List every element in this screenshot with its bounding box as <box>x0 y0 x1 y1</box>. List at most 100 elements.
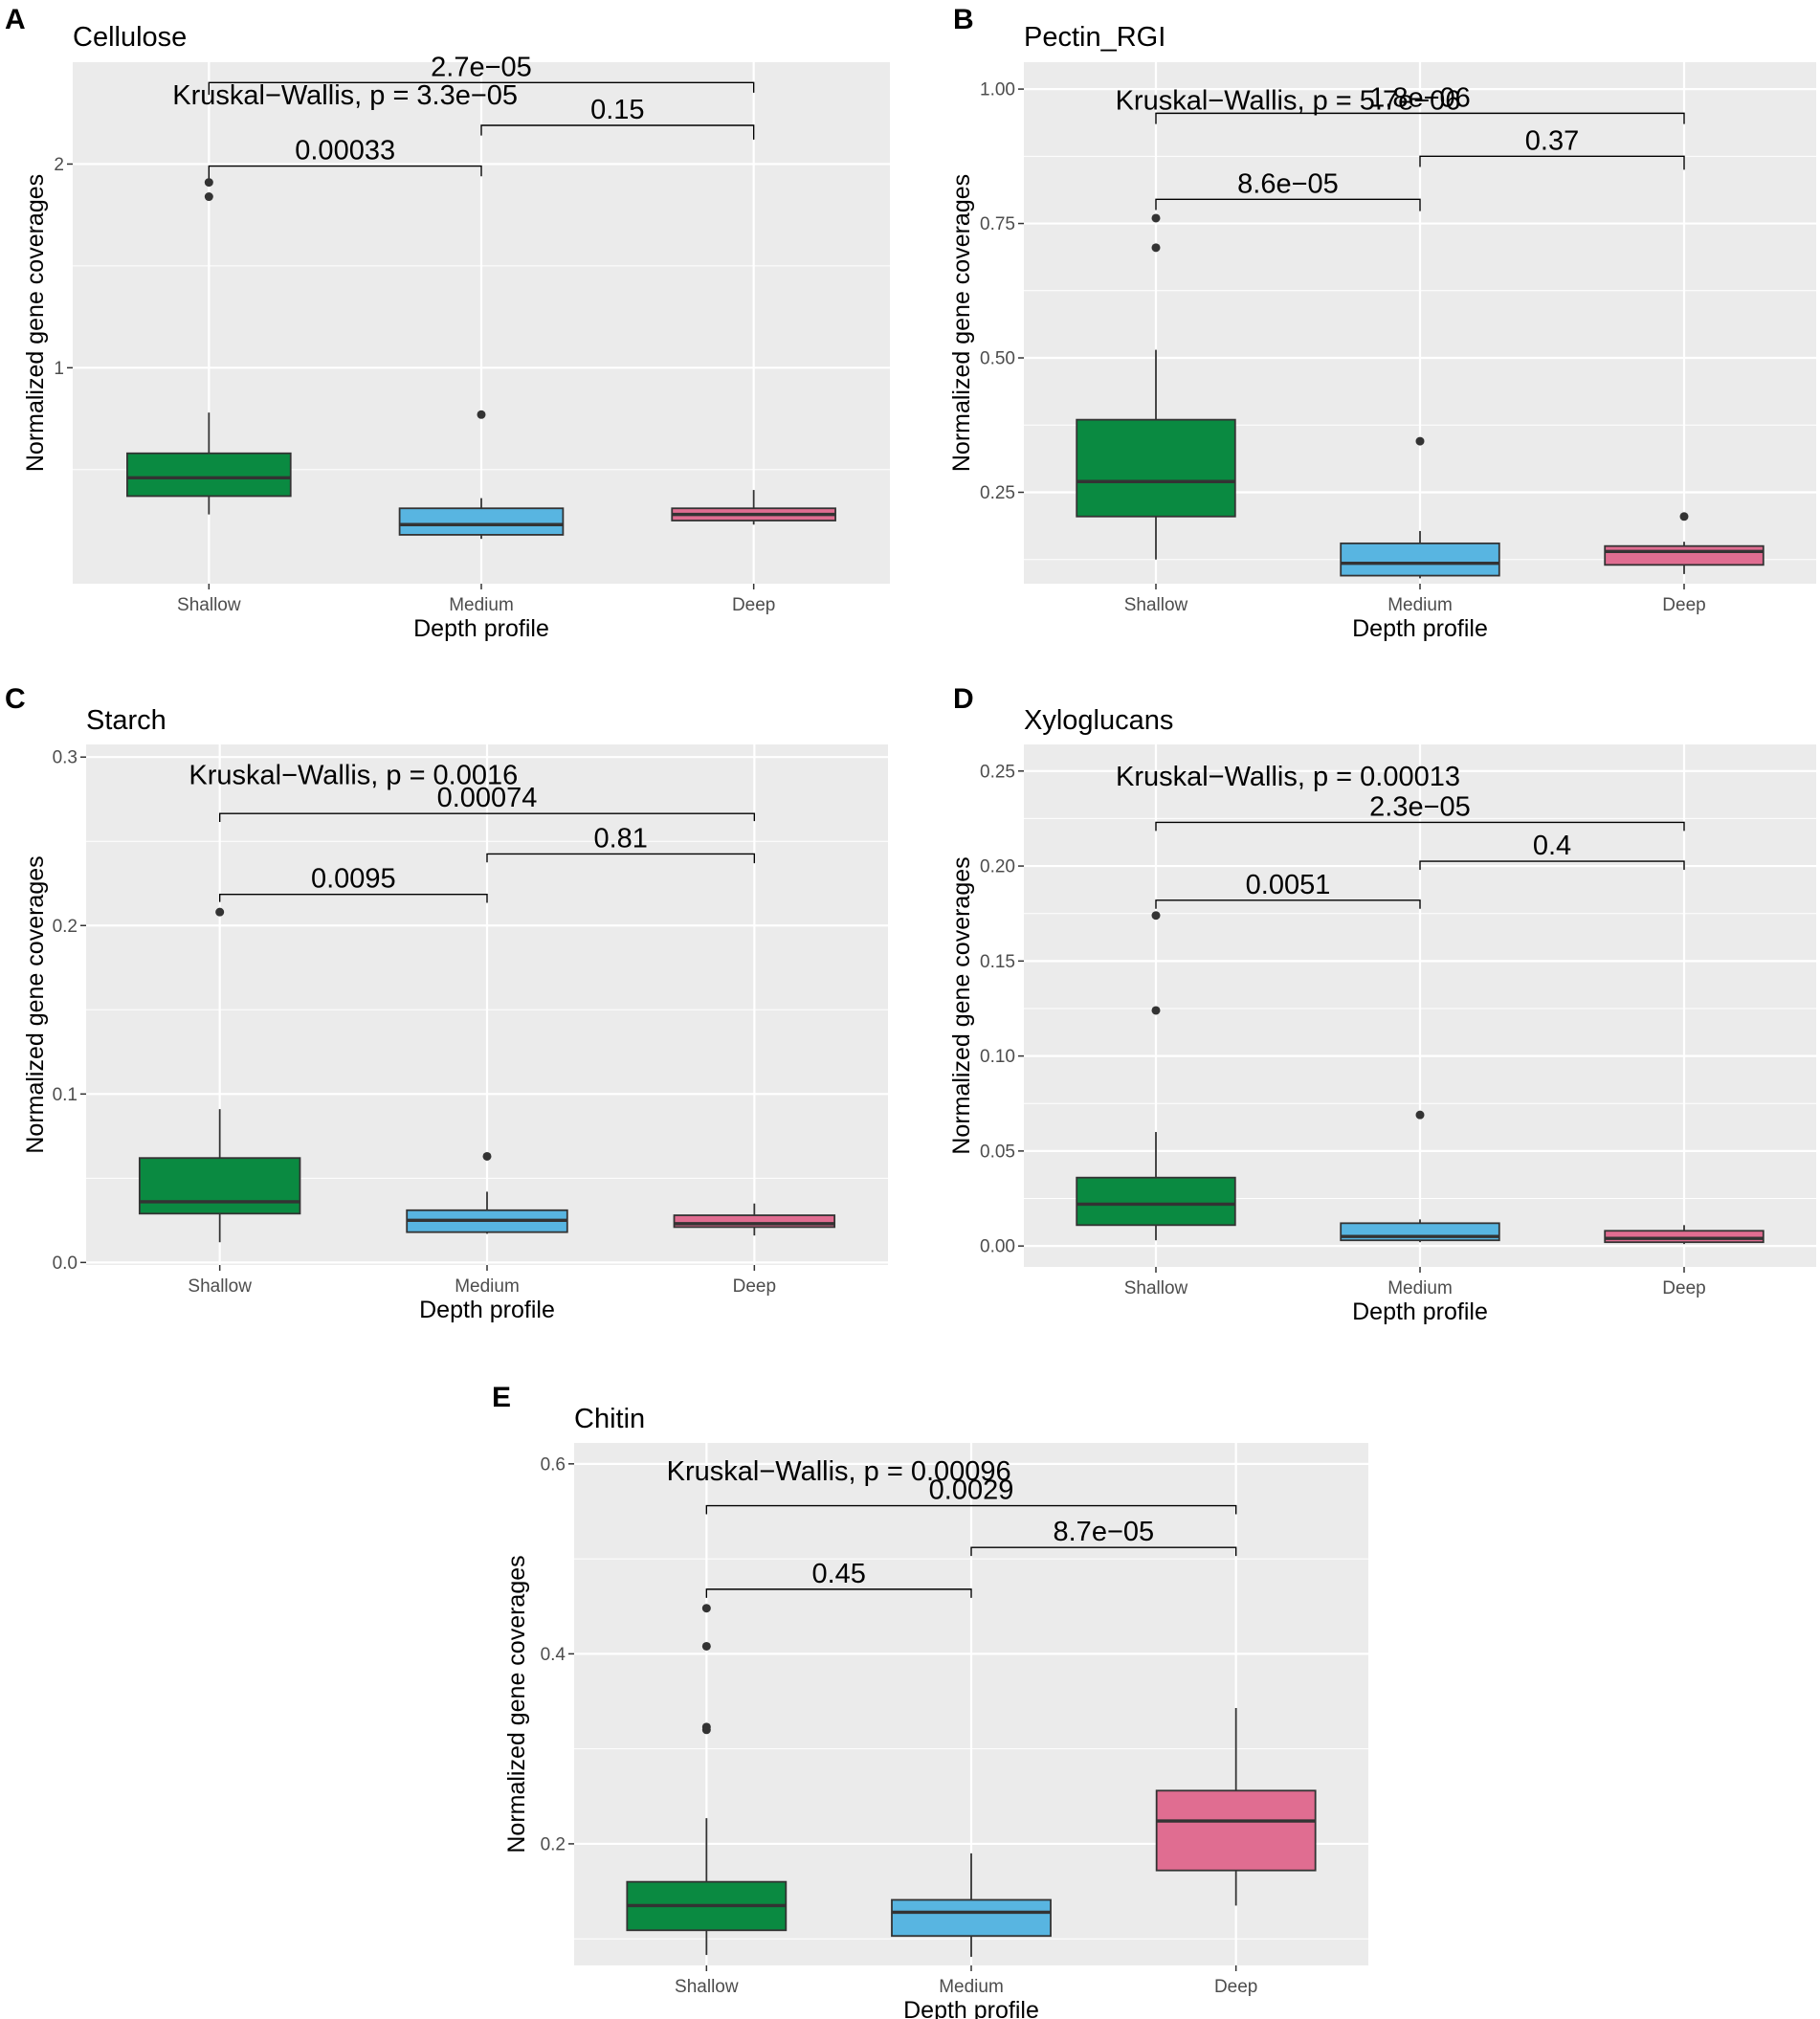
x-tick-label: Shallow <box>675 1977 739 1997</box>
y-tick-label: 0.0 <box>53 1254 78 1274</box>
box-shallow <box>138 907 301 1243</box>
box-body <box>1076 1176 1236 1227</box>
x-tick-label: Medium <box>1387 595 1453 615</box>
comparison-bracket: 1.8e−06 <box>1155 82 1685 124</box>
bracket-line <box>1155 112 1685 124</box>
y-tick-label: 0.15 <box>980 952 1015 972</box>
outlier-point <box>1151 213 1161 223</box>
outlier-point <box>477 410 486 419</box>
x-tick-label: Medium <box>455 1276 520 1297</box>
y-tick-label: 0.05 <box>980 1142 1015 1162</box>
outlier-point <box>204 178 213 188</box>
outlier-point <box>1415 436 1425 446</box>
outlier-point <box>1151 1006 1161 1015</box>
chart-panel-c: C Starch 0.0 0.1 0.2 0.3 Shallow Medium Deep Dept… <box>5 683 888 1323</box>
x-tick-label: Deep <box>733 1276 776 1297</box>
box-medium <box>1340 436 1500 579</box>
chart-title: Chitin <box>574 1404 645 1434</box>
y-tick-label: 1 <box>54 359 64 379</box>
box-shallow <box>1076 213 1236 560</box>
box-medium <box>398 410 565 540</box>
bracket-line <box>480 124 755 140</box>
y-tick-label: 0.6 <box>541 1454 566 1475</box>
bracket-line <box>705 1588 972 1598</box>
x-tick-label: Deep <box>1662 595 1705 615</box>
x-tick-label: Shallow <box>1124 595 1188 615</box>
chart-title: Xyloglucans <box>1024 705 1173 736</box>
y-tick-label: 0.20 <box>980 857 1015 877</box>
panel-letter: D <box>953 683 974 715</box>
p-value-label: 1.8e−06 <box>1369 82 1471 113</box>
bracket-line <box>486 853 756 864</box>
comparison-bracket: 0.81 <box>486 823 756 864</box>
chart-panel-d: D Xyloglucans 0.00 0.05 0.10 0.15 0.20 0.25 Shal… <box>948 683 1816 1325</box>
y-tick-label: 0.75 <box>980 214 1015 234</box>
x-tick-label: Deep <box>1214 1977 1257 1997</box>
p-value-label: 2.3e−05 <box>1369 791 1471 822</box>
kruskal-wallis-label: Kruskal−Wallis, p = 3.3e−05 <box>172 80 518 111</box>
comparison-bracket: 0.37 <box>1419 125 1685 170</box>
x-tick-label: Medium <box>449 595 514 615</box>
x-tick-label: Shallow <box>188 1276 252 1297</box>
x-tick-label: Deep <box>732 595 775 615</box>
bracket-line <box>1155 198 1421 211</box>
y-axis-title: Normalized gene coverages <box>503 1555 530 1853</box>
bracket-line <box>208 81 755 96</box>
x-axis-title: Depth profile <box>1352 1298 1488 1325</box>
p-value-label: 0.15 <box>590 95 644 125</box>
outlier-point <box>1415 1110 1425 1120</box>
comparison-bracket: 2.7e−05 <box>208 52 755 96</box>
x-tick-label: Deep <box>1662 1278 1705 1298</box>
bracket-line <box>970 1546 1237 1557</box>
y-tick-label: 0.10 <box>980 1047 1015 1067</box>
chart-title: Pectin_RGI <box>1024 22 1165 53</box>
x-axis-title: Depth profile <box>903 1997 1039 2019</box>
y-tick-label: 0.50 <box>980 349 1015 369</box>
outlier-point <box>215 907 225 917</box>
box-deep <box>671 490 836 525</box>
y-tick-label: 0.3 <box>53 748 78 768</box>
p-value-label: 0.0095 <box>311 864 396 895</box>
bracket-line <box>1419 155 1685 170</box>
x-tick-label: Medium <box>939 1977 1004 1997</box>
p-value-label: 0.4 <box>1533 831 1571 861</box>
y-tick-label: 0.25 <box>980 483 1015 503</box>
bracket-line <box>218 812 756 822</box>
y-tick-label: 0.25 <box>980 762 1015 782</box>
y-axis-title: Normalized gene coverages <box>948 174 975 472</box>
outlier-point <box>482 1151 492 1161</box>
x-axis-title: Depth profile <box>419 1297 555 1323</box>
box-deep <box>1155 1707 1317 1906</box>
y-tick-label: 1.00 <box>980 80 1015 100</box>
outlier-point <box>701 1604 711 1613</box>
comparison-bracket: 0.0095 <box>218 864 488 903</box>
p-value-label: 8.6e−05 <box>1237 168 1339 199</box>
chart-panel-b: B Pectin_RGI 0.25 0.50 0.75 1.00 Shallow Medium… <box>948 4 1816 642</box>
x-axis-title: Depth profile <box>1352 615 1488 642</box>
panel-letter: E <box>492 1382 511 1413</box>
y-axis-title: Normalized gene coverages <box>22 855 49 1153</box>
x-tick-label: Medium <box>1387 1278 1453 1298</box>
box-medium <box>406 1151 568 1234</box>
kruskal-wallis-label: Kruskal−Wallis, p = 0.00096 <box>667 1456 1011 1487</box>
box-body <box>138 1157 301 1215</box>
comparison-bracket: 0.15 <box>480 95 755 140</box>
y-tick-label: 0.1 <box>53 1085 78 1105</box>
bracket-line <box>1155 821 1685 832</box>
comparison-bracket: 0.00033 <box>208 136 482 179</box>
y-tick-label: 0.2 <box>541 1834 566 1854</box>
bracket-line <box>1419 860 1685 871</box>
chart-panel-a: A Cellulose 1 2 Shallow Medium Deep Depth profi… <box>5 4 890 642</box>
chart-panel-e: E Chitin 0.2 0.4 0.6 Shallow Medium Deep Depth p… <box>492 1382 1368 2019</box>
y-tick-label: 2 <box>54 155 64 175</box>
x-tick-label: Shallow <box>177 595 241 615</box>
comparison-bracket: 8.6e−05 <box>1155 168 1421 211</box>
p-value-label: 0.00033 <box>295 136 395 166</box>
y-axis-title: Normalized gene coverages <box>948 856 975 1154</box>
panel-letter: B <box>953 4 974 35</box>
comparison-bracket: 0.4 <box>1419 831 1685 871</box>
y-tick-label: 0.00 <box>980 1237 1015 1257</box>
bracket-line <box>218 893 488 903</box>
box-deep <box>673 1203 836 1236</box>
